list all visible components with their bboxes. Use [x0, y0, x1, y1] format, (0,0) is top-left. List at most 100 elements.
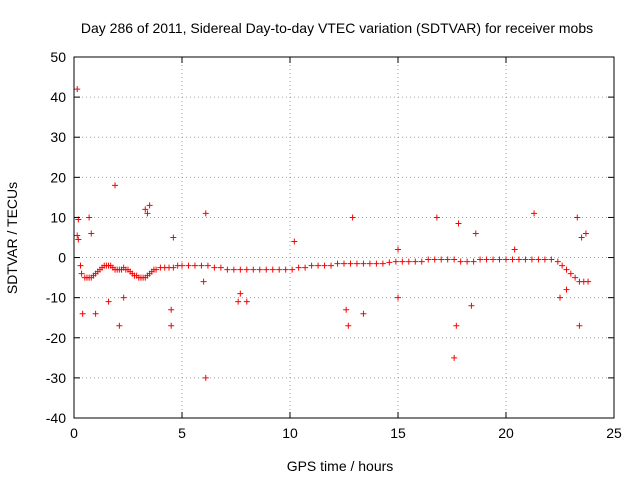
x-axis-label: GPS time / hours — [287, 458, 394, 474]
points-layer — [74, 86, 592, 381]
y-tick-label: 10 — [50, 209, 66, 225]
data-point — [477, 256, 484, 263]
data-point — [289, 266, 296, 273]
data-point — [395, 294, 401, 301]
y-tick-label: -40 — [46, 410, 66, 426]
data-point — [444, 256, 451, 263]
data-point — [168, 322, 175, 329]
data-point — [74, 86, 81, 93]
data-point — [349, 214, 356, 221]
data-point — [230, 266, 237, 273]
x-tick-label: 20 — [498, 425, 514, 441]
data-point — [295, 264, 302, 271]
y-tick-label: -30 — [46, 370, 66, 386]
data-point — [395, 246, 401, 253]
data-point — [548, 256, 555, 263]
data-point — [528, 256, 535, 263]
data-point — [235, 298, 242, 305]
data-point — [315, 262, 322, 269]
data-point — [211, 264, 218, 271]
data-point — [202, 374, 209, 381]
x-tick-label: 0 — [70, 425, 78, 441]
data-point — [276, 266, 283, 273]
data-point — [451, 256, 458, 263]
data-point — [522, 256, 529, 263]
data-point — [170, 234, 177, 241]
data-point — [503, 256, 509, 263]
data-point — [468, 302, 475, 309]
data-point — [269, 266, 276, 273]
data-point — [496, 256, 503, 263]
data-point — [120, 294, 127, 301]
data-point — [405, 258, 412, 265]
data-point — [470, 258, 477, 265]
data-point — [585, 278, 592, 285]
data-point — [168, 306, 175, 313]
y-tick-label: 30 — [50, 129, 66, 145]
data-point — [379, 260, 386, 267]
chart-title: Day 286 of 2011, Sidereal Day-to-day VTE… — [81, 20, 593, 36]
data-point — [328, 262, 335, 269]
y-tick-label: -20 — [46, 330, 66, 346]
data-point — [185, 262, 192, 269]
data-point — [578, 234, 585, 241]
data-point — [509, 256, 516, 263]
data-point — [399, 258, 406, 265]
data-point — [250, 266, 257, 273]
data-point — [360, 310, 367, 317]
data-point — [74, 232, 81, 239]
data-point — [179, 262, 185, 269]
data-point — [554, 258, 561, 265]
data-point — [453, 322, 460, 329]
data-point — [347, 260, 354, 267]
data-point — [308, 262, 315, 269]
data-point — [78, 270, 85, 277]
data-point — [142, 206, 149, 213]
data-point — [282, 266, 289, 273]
data-point — [105, 298, 112, 305]
data-point — [146, 202, 153, 209]
data-point — [116, 322, 123, 329]
data-point — [334, 260, 341, 267]
data-point — [77, 262, 84, 269]
data-point — [582, 230, 589, 237]
data-point — [563, 286, 570, 293]
data-point — [392, 258, 399, 265]
data-point — [243, 298, 250, 305]
data-point — [531, 210, 538, 217]
data-point — [341, 260, 347, 267]
data-point — [302, 264, 309, 271]
data-point — [75, 236, 82, 243]
data-point — [366, 260, 373, 267]
data-point — [386, 259, 393, 266]
data-point — [360, 260, 367, 267]
x-tick-label: 15 — [390, 425, 406, 441]
data-point — [515, 256, 522, 263]
data-point — [170, 264, 177, 271]
plot-frame — [73, 56, 615, 419]
data-point — [472, 230, 479, 237]
data-point — [412, 258, 419, 265]
data-point — [457, 258, 464, 265]
data-point — [86, 214, 93, 221]
data-point — [563, 266, 570, 273]
data-point — [321, 262, 328, 269]
data-point — [112, 182, 119, 189]
ticks-layer: 0 5 10 15 20 25 -40 -30 -20 -10 0 10 20 30 40 50 — [46, 49, 622, 441]
data-point — [291, 238, 298, 245]
data-point — [567, 270, 574, 277]
y-tick-label: -10 — [46, 290, 66, 306]
data-point — [92, 310, 99, 317]
data-point — [237, 290, 244, 297]
data-point — [483, 256, 490, 263]
data-point — [200, 278, 207, 285]
data-point — [490, 256, 497, 263]
data-point — [153, 266, 160, 273]
data-point — [418, 258, 425, 265]
data-point — [455, 220, 462, 227]
data-point — [535, 256, 542, 263]
data-point — [202, 210, 209, 217]
y-tick-label: 40 — [50, 89, 66, 105]
data-point — [263, 266, 270, 273]
